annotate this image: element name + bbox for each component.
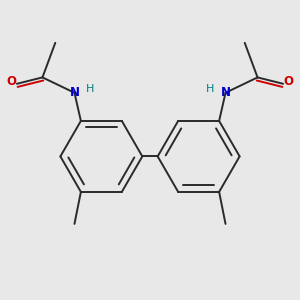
Text: N: N [70, 86, 80, 99]
Text: H: H [85, 84, 94, 94]
Text: O: O [7, 75, 17, 88]
Text: H: H [206, 84, 214, 94]
Text: N: N [220, 86, 230, 99]
Text: O: O [283, 75, 293, 88]
